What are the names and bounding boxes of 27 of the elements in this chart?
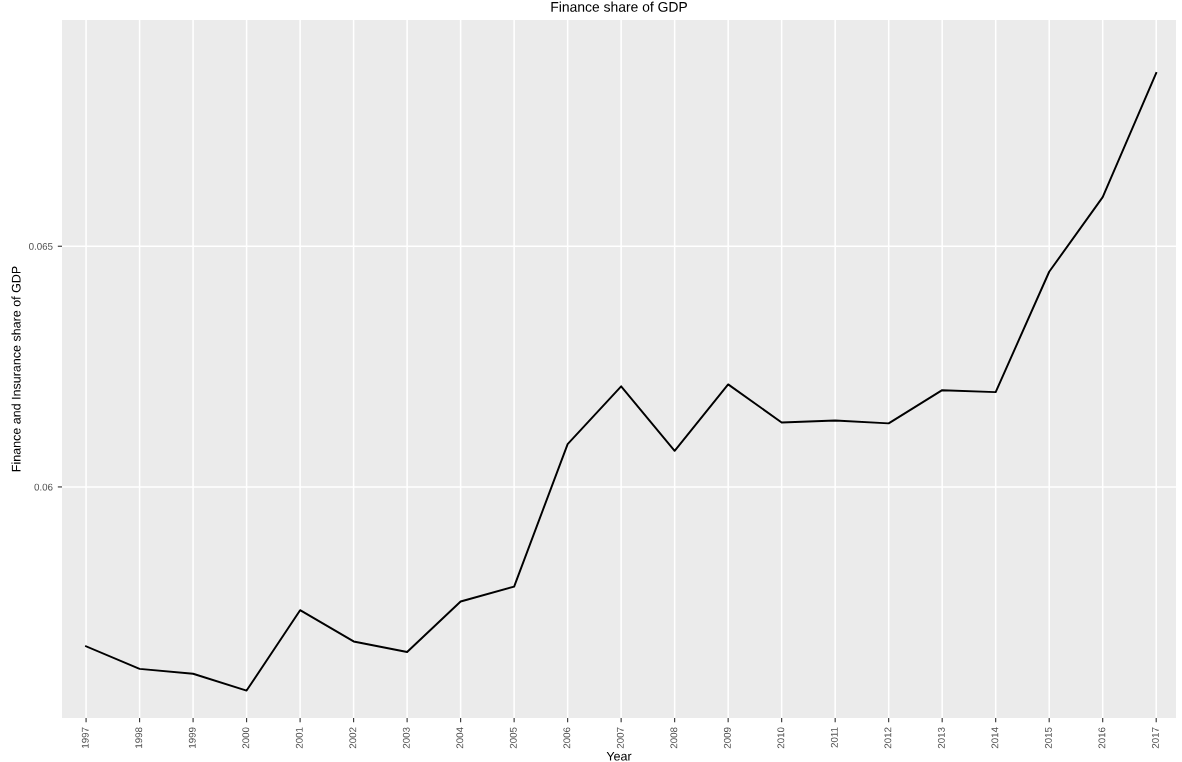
x-tick-label: 2007 [616,727,624,749]
x-tick-label: 2003 [402,727,410,749]
x-tick-label: 2000 [242,727,250,749]
y-axis-title: Finance and Insurance share of GDP [11,266,21,472]
x-tick-label: 1999 [188,727,196,748]
y-tick-label: 0.06 [34,483,53,491]
x-tick-label: 2008 [670,727,678,749]
x-tick-label: 1997 [81,727,89,748]
x-tick-label: 2010 [777,727,785,749]
x-tick-label: 2017 [1151,727,1159,749]
x-tick-label: 2005 [509,727,517,749]
x-tick-label: 2009 [723,727,731,749]
x-tick-label: 2013 [937,727,945,749]
line-series [85,71,1158,692]
x-tick-label: 2014 [991,727,999,749]
y-tick-label: 0.065 [29,242,53,250]
chart-title: Finance share of GDP [551,1,687,12]
x-tick-label: 2016 [1098,727,1106,749]
x-tick-label: 1998 [135,727,143,748]
x-tick-label: 2015 [1044,727,1052,749]
x-tick-label: 2004 [456,727,464,749]
x-tick-label: 2012 [884,727,892,749]
x-tick-label: 2006 [563,727,571,749]
x-axis-title: Year [606,751,632,761]
x-tick-label: 2002 [349,727,357,749]
x-tick-label: 2011 [830,727,838,748]
x-tick-label: 2001 [295,727,303,749]
